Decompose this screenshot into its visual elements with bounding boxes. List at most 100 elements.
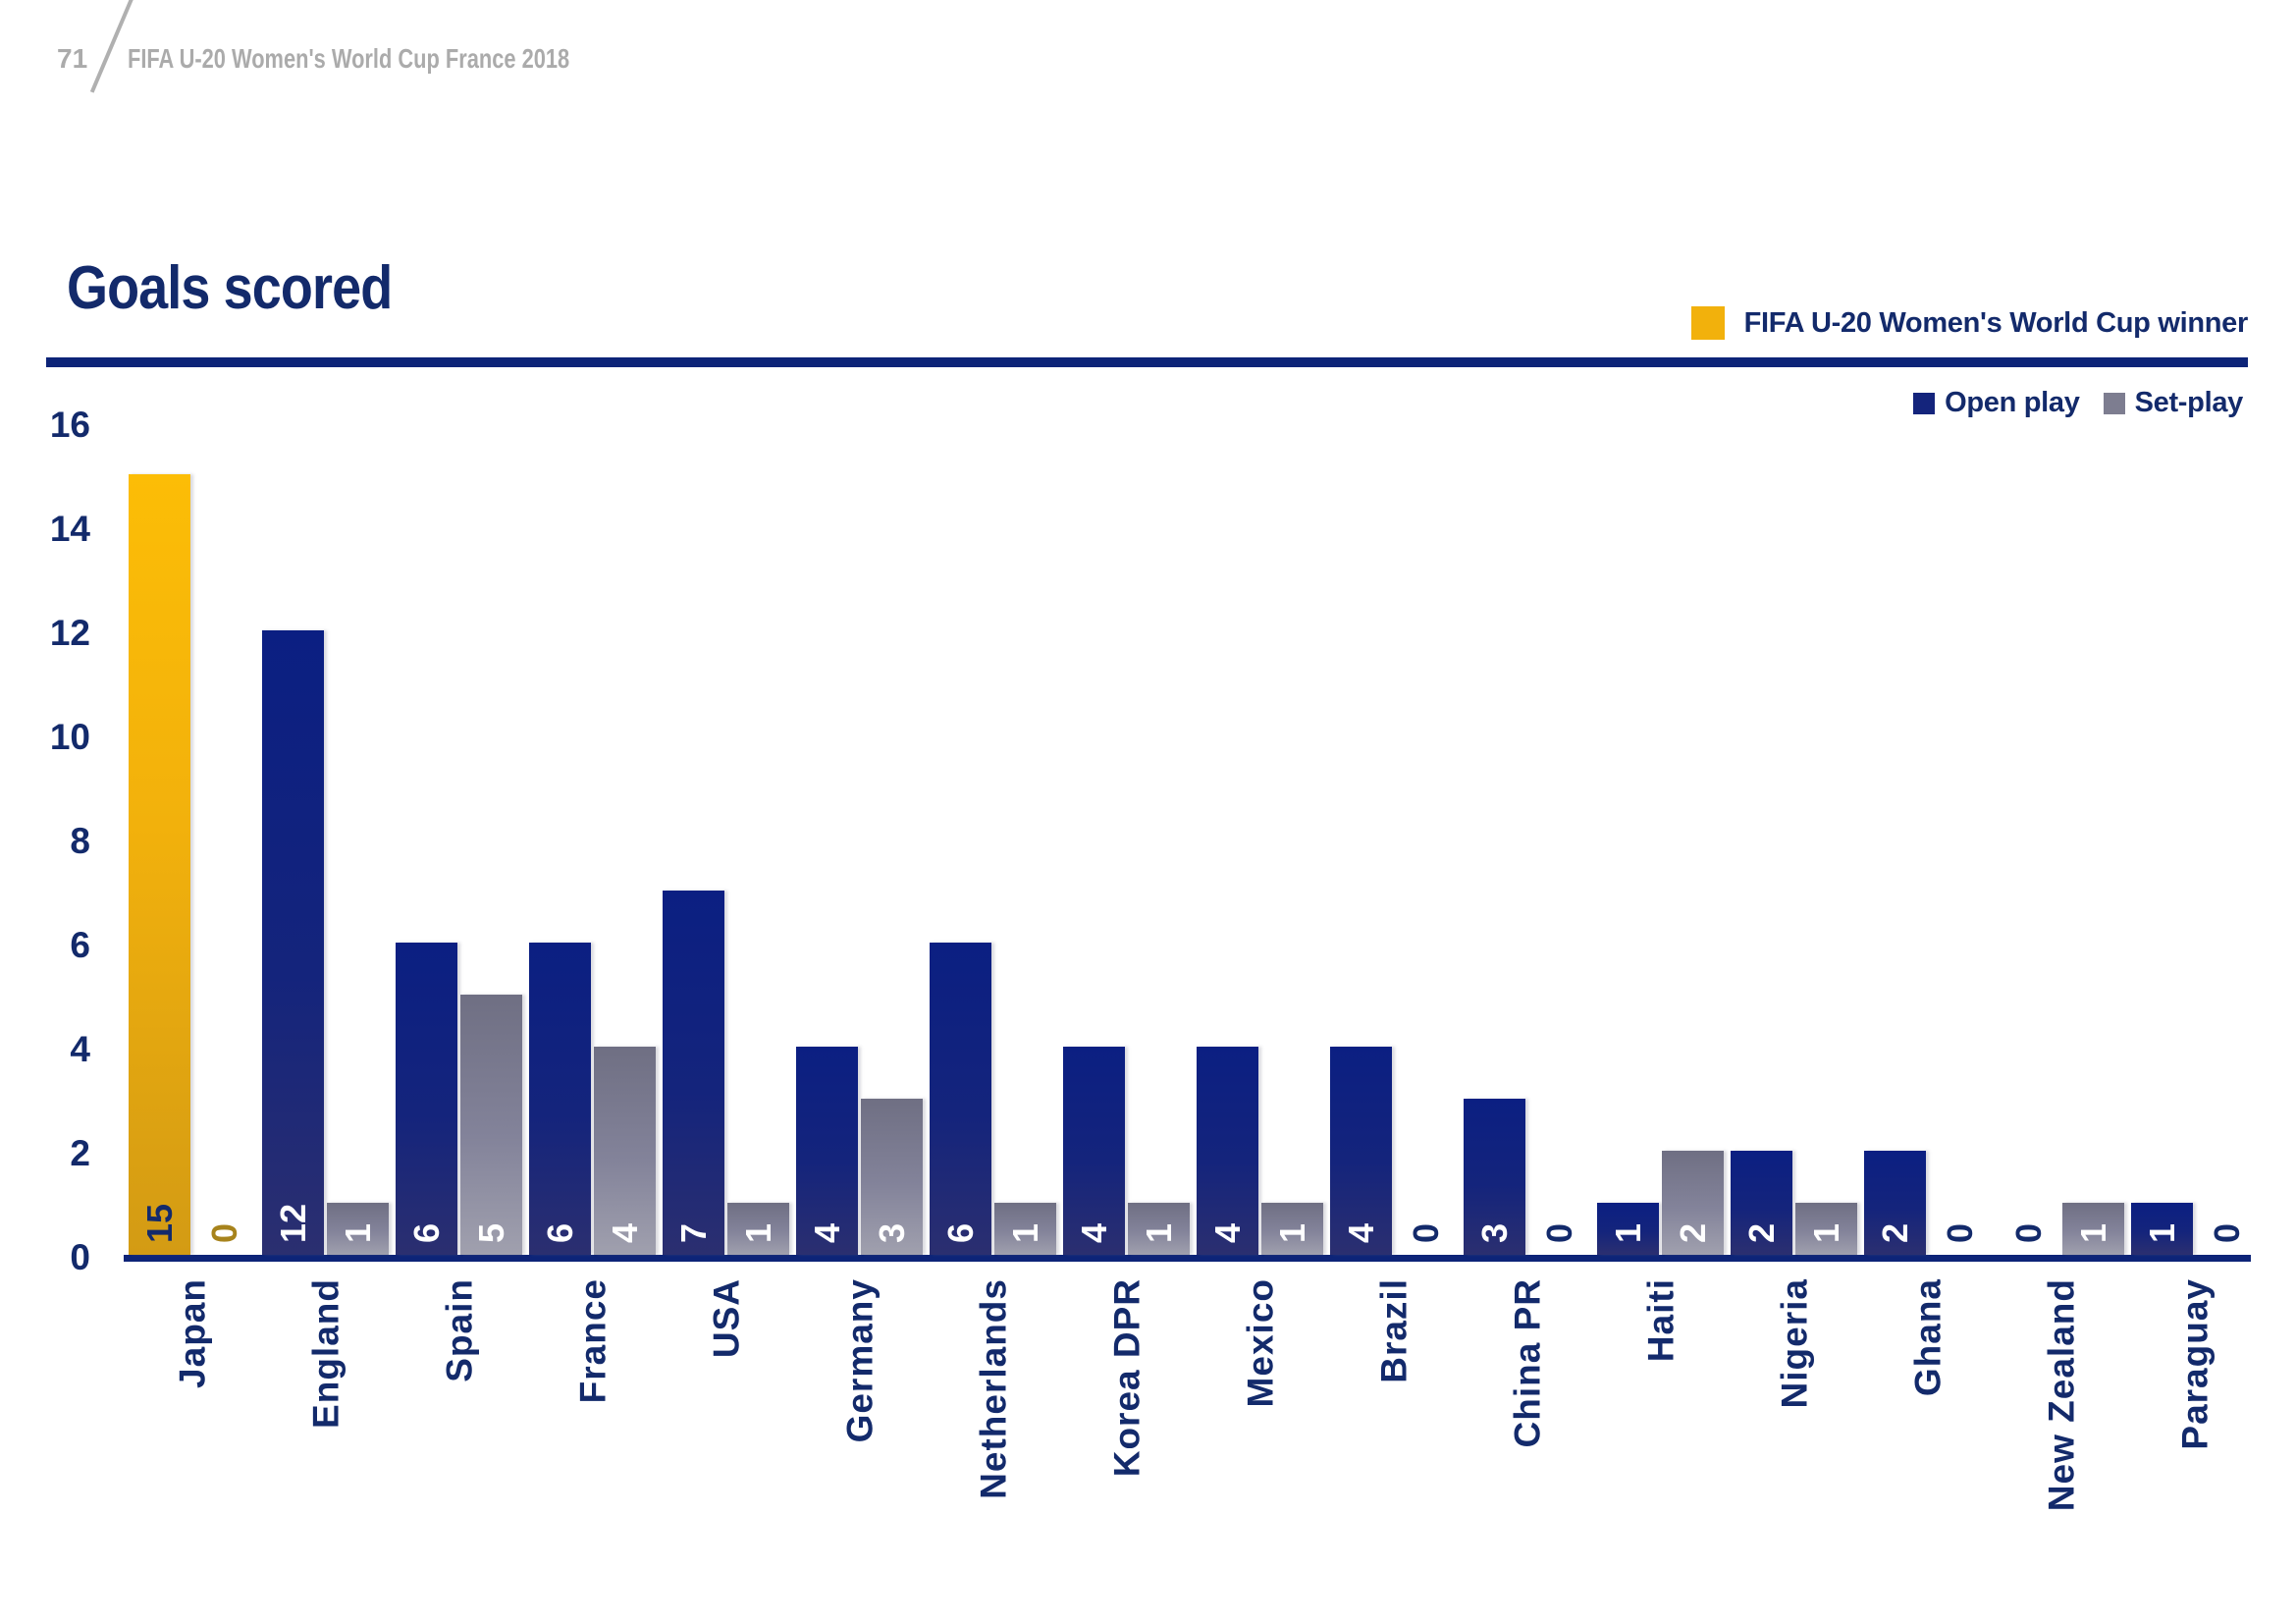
open-play-bar bbox=[1731, 1151, 1792, 1255]
bar-value-label: 12 bbox=[272, 1203, 313, 1243]
bar-value-label: 1 bbox=[337, 1222, 378, 1243]
open-play-bar bbox=[663, 891, 724, 1255]
bar-value-label: 3 bbox=[871, 1222, 912, 1243]
category-label: Haiti bbox=[1640, 1278, 1681, 1363]
bar-slot: 1 bbox=[2131, 422, 2193, 1255]
y-axis-tick-label: 4 bbox=[70, 1029, 90, 1069]
bar-value-label: 15 bbox=[138, 1203, 180, 1243]
bar-group: 3 0 China PR bbox=[1464, 422, 1590, 1447]
bar-value-label: 1 bbox=[1805, 1222, 1846, 1243]
bar-value-label: 1 bbox=[737, 1222, 778, 1243]
set-play-bar bbox=[327, 1203, 389, 1255]
y-axis-tick-label: 6 bbox=[70, 925, 90, 965]
open-play-bar bbox=[1864, 1151, 1926, 1255]
set-play-bar bbox=[1261, 1203, 1323, 1255]
bar-group: 12 1 England bbox=[262, 422, 389, 1429]
bar-slot: 6 bbox=[396, 422, 457, 1255]
open-play-bar bbox=[1197, 1047, 1258, 1255]
bar-group: 4 1 Korea DPR bbox=[1063, 422, 1190, 1477]
set-play-bar bbox=[1128, 1203, 1190, 1255]
bar-slot: 0 bbox=[193, 422, 255, 1255]
category-label: Germany bbox=[839, 1278, 880, 1443]
category-label: Japan bbox=[172, 1278, 212, 1388]
bar-slot: 1 bbox=[727, 422, 789, 1255]
x-axis-baseline bbox=[124, 1255, 2251, 1262]
bar-slot: 12 bbox=[262, 422, 324, 1255]
open-play-bar bbox=[396, 943, 457, 1255]
bar-value-label: 4 bbox=[806, 1222, 847, 1243]
bar-value-label: 2 bbox=[1874, 1222, 1915, 1243]
bar-value-label: 5 bbox=[470, 1222, 511, 1243]
bar-value-label: 4 bbox=[1073, 1222, 1114, 1243]
bar-slot: 0 bbox=[2196, 422, 2258, 1255]
category-label: Paraguay bbox=[2174, 1278, 2215, 1450]
bar-value-label: 1 bbox=[1607, 1222, 1648, 1243]
y-axis-tick-label: 16 bbox=[49, 405, 90, 445]
bar-slot: 4 bbox=[796, 422, 858, 1255]
open-play-bar bbox=[1063, 1047, 1125, 1255]
bar-group: 0 1 New Zealand bbox=[1998, 422, 2124, 1511]
y-axis-tick-label: 2 bbox=[70, 1133, 90, 1173]
winner-legend-label: FIFA U-20 Women's World Cup winner bbox=[1743, 306, 2249, 339]
bar-slot: 0 bbox=[1395, 422, 1457, 1255]
bar-group: 2 1 Nigeria bbox=[1731, 422, 1857, 1408]
bar-value-label: 0 bbox=[2206, 1222, 2247, 1243]
bar-value-label: 0 bbox=[1538, 1222, 1579, 1243]
bar-slot: 1 bbox=[1795, 422, 1857, 1255]
bar-value-label: 0 bbox=[203, 1222, 244, 1243]
bar-value-label: 7 bbox=[672, 1222, 714, 1243]
bar-slot: 1 bbox=[2062, 422, 2124, 1255]
bar-group: 4 0 Brazil bbox=[1330, 422, 1457, 1383]
open-play-legend-label: Open play bbox=[1945, 387, 2080, 418]
category-label: Korea DPR bbox=[1106, 1278, 1147, 1478]
bar-slot: 2 bbox=[1662, 422, 1724, 1255]
bar-value-label: 6 bbox=[405, 1222, 447, 1243]
category-label: Nigeria bbox=[1774, 1278, 1814, 1409]
bar-value-label: 0 bbox=[2007, 1222, 2049, 1243]
open-play-bar bbox=[262, 630, 324, 1255]
series-legend: Open play Set-play bbox=[1913, 387, 2243, 419]
bar-group: 15 0 Japan bbox=[129, 422, 255, 1388]
chart-title: Goals scored bbox=[67, 254, 393, 322]
bar-slot: 5 bbox=[460, 422, 522, 1255]
bar-group: 4 3 Germany bbox=[796, 422, 923, 1442]
bar-slot: 1 bbox=[327, 422, 389, 1255]
bar-slot: 15 bbox=[129, 422, 190, 1255]
bar-value-label: 6 bbox=[539, 1222, 580, 1243]
report-header-title: FIFA U-20 Women's World Cup France 2018 bbox=[128, 43, 570, 74]
bar-slot: 4 bbox=[1197, 422, 1258, 1255]
set-play-legend-label: Set-play bbox=[2134, 387, 2244, 418]
bar-slot: 1 bbox=[1128, 422, 1190, 1255]
bar-slot: 0 bbox=[1929, 422, 1991, 1255]
category-label: Netherlands bbox=[973, 1278, 1013, 1499]
category-label: Spain bbox=[439, 1278, 479, 1382]
open-play-bar bbox=[529, 943, 591, 1255]
open-play-bar bbox=[930, 943, 991, 1255]
bar-slot: 3 bbox=[1464, 422, 1525, 1255]
bar-slot: 2 bbox=[1864, 422, 1926, 1255]
bar-slot: 1 bbox=[1261, 422, 1323, 1255]
bar-value-label: 0 bbox=[1405, 1222, 1446, 1243]
open-play-bar bbox=[2131, 1203, 2193, 1255]
bar-group: 7 1 USA bbox=[663, 422, 789, 1358]
bar-value-label: 3 bbox=[1473, 1222, 1515, 1243]
set-play-bar bbox=[727, 1203, 789, 1255]
open-play-bar bbox=[1597, 1203, 1659, 1255]
set-play-bar bbox=[594, 1047, 656, 1255]
bar-value-label: 4 bbox=[1206, 1222, 1248, 1243]
winner-open-play-bar bbox=[129, 474, 190, 1255]
set-play-bar bbox=[1795, 1203, 1857, 1255]
set-play-bar bbox=[460, 995, 522, 1255]
set-play-bar bbox=[994, 1203, 1056, 1255]
bar-group: 6 1 Netherlands bbox=[930, 422, 1056, 1499]
set-play-bar bbox=[861, 1099, 923, 1255]
bar-value-label: 4 bbox=[604, 1222, 645, 1243]
bar-value-label: 2 bbox=[1672, 1222, 1713, 1243]
category-label: Mexico bbox=[1240, 1278, 1280, 1408]
category-label: Ghana bbox=[1907, 1278, 1948, 1397]
bar-value-label: 1 bbox=[1138, 1222, 1179, 1243]
bar-chart: 15 0 Japan 12 1 England 6 5 Spain 6 4 France 7 1 USA 4 3… bbox=[129, 422, 2258, 1511]
bar-group: 4 1 Mexico bbox=[1197, 422, 1323, 1407]
bar-group: 6 4 France bbox=[529, 422, 656, 1403]
page-number: 71 bbox=[57, 43, 88, 74]
